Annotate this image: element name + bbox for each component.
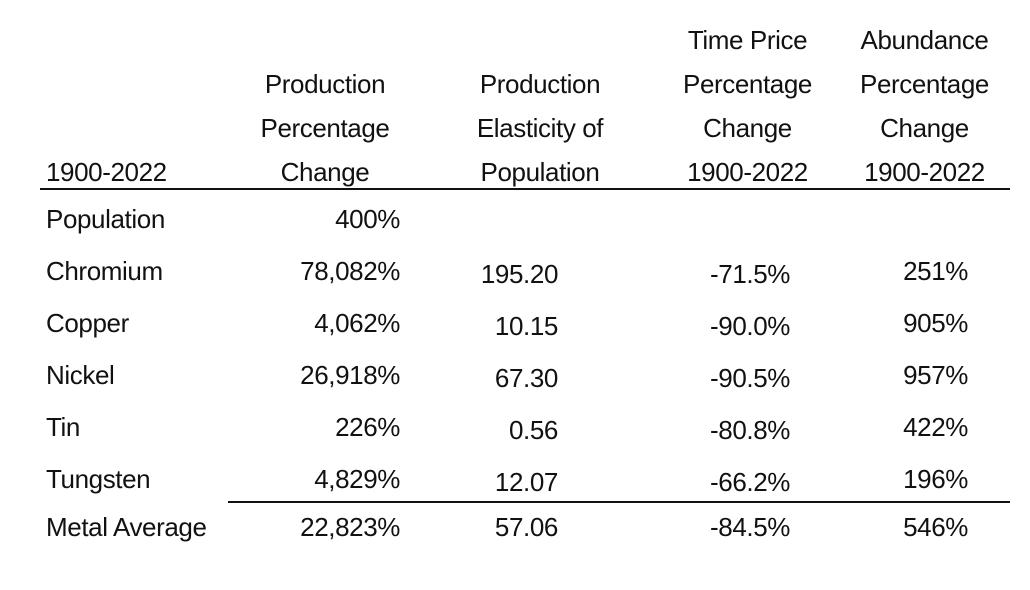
cell-time-price: -90.5% [710,363,790,393]
cell-production-change: 4,829% [314,464,400,494]
cell-production-change: 400% [335,204,400,234]
header-period: 1900-2022 [46,150,167,194]
row-label: Copper [46,308,129,338]
header-abundance-line-1: Abundance [860,25,989,55]
cell-abundance: 422% [903,412,968,442]
row-label: Population [46,204,165,234]
summary-time-price: -84.5% [710,512,790,542]
cell-time-price: -71.5% [710,259,790,289]
cell-time-price: -80.8% [710,415,790,445]
summary-rule [228,501,1010,503]
header-elasticity: Production Elasticity of Population [445,62,635,194]
cell-production-change: 226% [335,412,400,442]
summary-production-change: 22,823% [300,512,400,542]
header-abundance-line-2: Percentage [860,69,989,99]
cell-elasticity: 67.30 [494,363,558,393]
cell-production-change: 26,918% [300,360,400,390]
cell-elasticity: 10.15 [494,311,558,341]
header-abundance: Abundance Percentage Change 1900-2022 [842,18,1007,194]
header-time-price-line-1: Time Price [687,25,808,55]
header-rule [40,188,1010,190]
cell-production-change: 4,062% [314,308,400,338]
header-elasticity-line-1: Production [479,69,601,99]
header-elasticity-line-2: Elasticity of [476,113,604,143]
row-label: Nickel [46,360,115,390]
summary-abundance: 546% [903,512,968,542]
header-abundance-line-4: 1900-2022 [864,157,985,187]
header-time-price: Time Price Percentage Change 1900-2022 [655,18,840,194]
cell-elasticity: 195.20 [480,259,559,289]
header-time-price-line-2: Percentage [683,69,812,99]
header-period-text: 1900-2022 [46,157,167,187]
header-abundance-line-3: Change [880,113,969,143]
header-time-price-line-3: Change [703,113,792,143]
row-label: Tin [46,412,80,442]
cell-time-price: -90.0% [710,311,790,341]
summary-label: Metal Average [46,512,207,542]
row-label: Tungsten [46,464,151,494]
cell-abundance: 905% [903,308,968,338]
cell-abundance: 251% [903,256,968,286]
cell-elasticity: 12.07 [494,467,558,497]
header-production-change-line-1: Production [264,69,386,99]
header-production-change: Production Percentage Change [230,62,420,194]
summary-elasticity: 57.06 [494,512,558,542]
cell-elasticity: 0.56 [508,415,558,445]
header-production-change-line-2: Percentage [260,113,390,143]
header-time-price-line-4: 1900-2022 [687,157,808,187]
header-elasticity-line-3: Population [480,157,600,187]
cell-abundance: 957% [903,360,968,390]
row-label: Chromium [46,256,163,286]
cell-abundance: 196% [903,464,968,494]
header-production-change-line-3: Change [280,157,370,187]
cell-production-change: 78,082% [300,256,400,286]
cell-time-price: -66.2% [710,467,790,497]
